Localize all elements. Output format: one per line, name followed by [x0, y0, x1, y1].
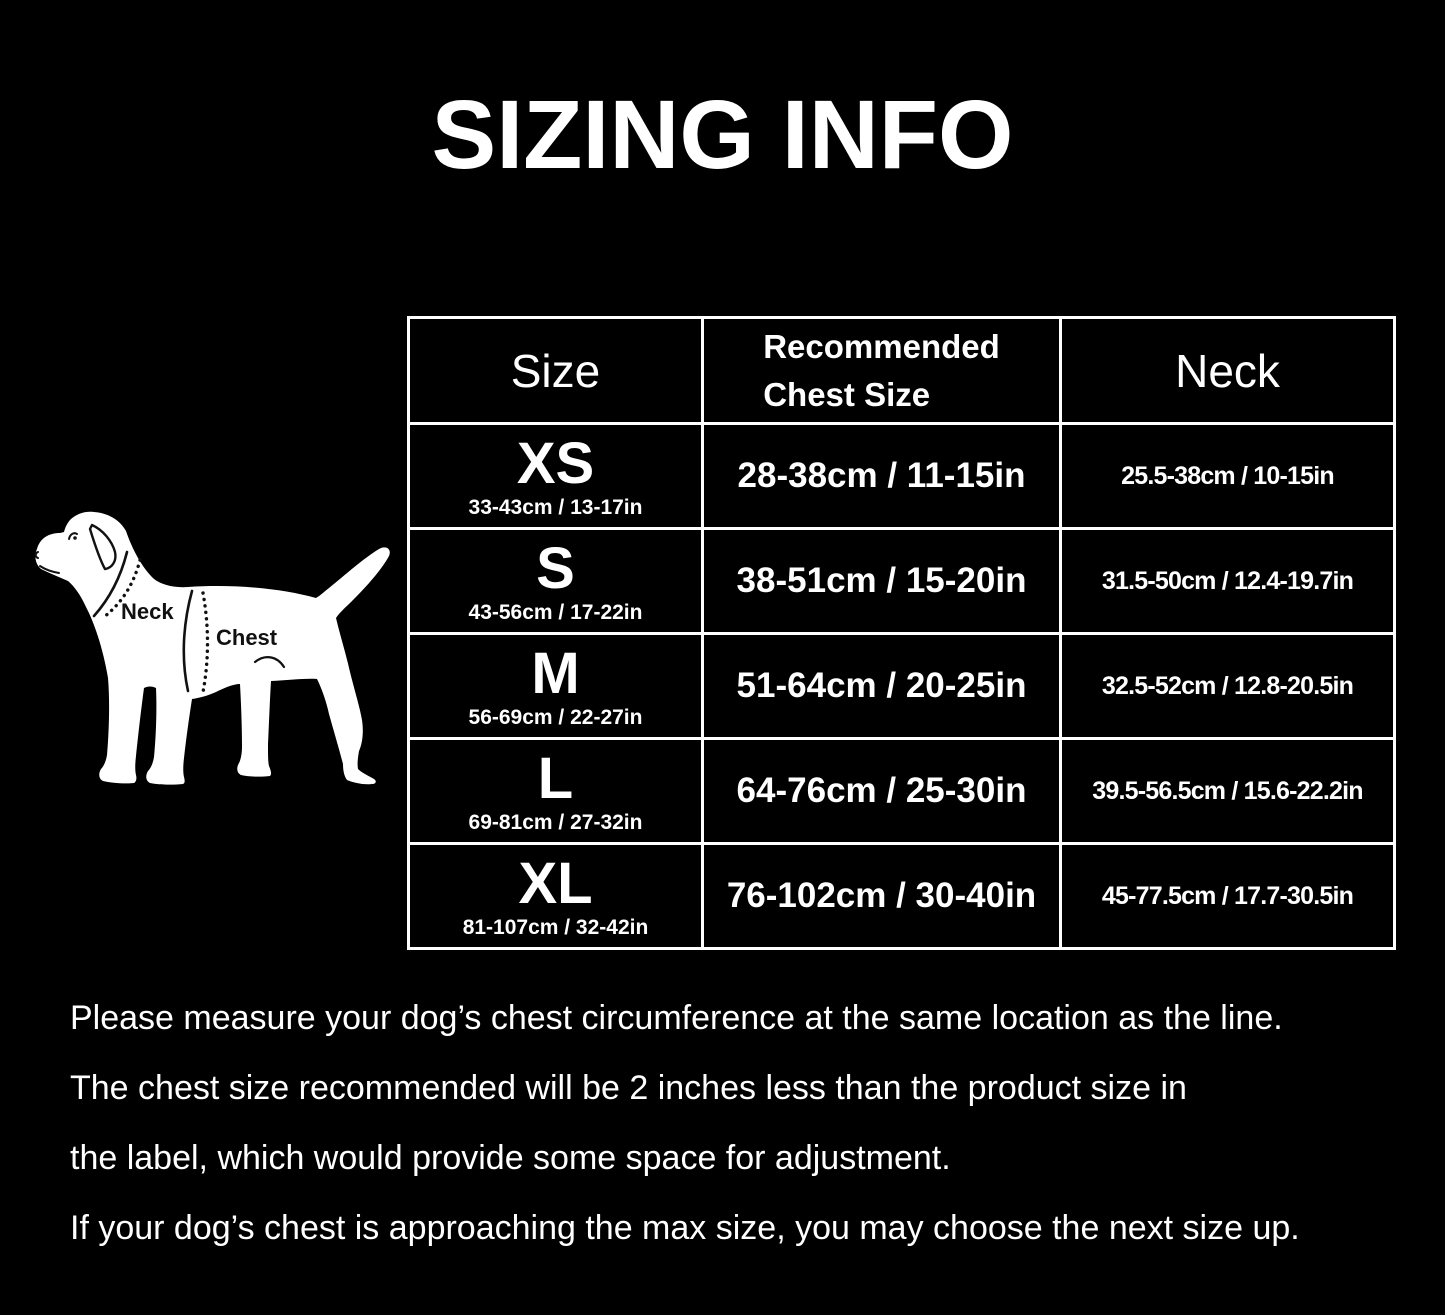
note-line-3: the label, which would provide some spac…	[70, 1139, 951, 1177]
size-sublabel: 33-43cm / 13-17in	[468, 495, 643, 519]
table-row-xs: XS 33-43cm / 13-17in 28-38cm / 11-15in 2…	[407, 422, 1396, 530]
neck-value: 25.5-38cm / 10-15in	[1059, 422, 1396, 530]
chest-value: 51-64cm / 20-25in	[701, 632, 1062, 740]
neck-value: 39.5-56.5cm / 15.6-22.2in	[1059, 737, 1396, 845]
neck-line-dotted	[102, 558, 142, 619]
neck-value: 45-77.5cm / 17.7-30.5in	[1059, 842, 1396, 950]
col-header-chest-line1: Recommended	[763, 327, 1000, 365]
size-cell: S 43-56cm / 17-22in	[407, 527, 704, 635]
size-sublabel: 56-69cm / 22-27in	[468, 705, 643, 729]
neck-value: 31.5-50cm / 12.4-19.7in	[1059, 527, 1396, 635]
size-cell: XL 81-107cm / 32-42in	[407, 842, 704, 950]
col-header-size: Size	[407, 316, 704, 425]
header-row: Size Recommended Chest Size Neck	[407, 316, 1396, 425]
measurement-notes: Please measure your dog’s chest circumfe…	[70, 983, 1415, 1263]
neck-line-solid	[92, 550, 129, 618]
chest-line-solid	[182, 589, 194, 693]
size-label: L	[537, 745, 574, 811]
size-label: XL	[518, 850, 593, 916]
chest-value: 38-51cm / 15-20in	[701, 527, 1062, 635]
size-sublabel: 81-107cm / 32-42in	[462, 915, 649, 939]
col-header-chest-line2: Chest Size	[763, 375, 931, 413]
size-sublabel: 69-81cm / 27-32in	[468, 810, 643, 834]
chest-value: 76-102cm / 30-40in	[701, 842, 1062, 950]
table-row-m: M 56-69cm / 22-27in 51-64cm / 20-25in 32…	[407, 632, 1396, 740]
col-header-chest: Recommended Chest Size	[701, 316, 1062, 425]
table-row-l: L 69-81cm / 27-32in 64-76cm / 25-30in 39…	[407, 737, 1396, 845]
chest-value: 28-38cm / 11-15in	[701, 422, 1062, 530]
col-header-neck: Neck	[1059, 316, 1396, 425]
eye-dot	[73, 536, 77, 540]
table-row-s: S 43-56cm / 17-22in 38-51cm / 15-20in 31…	[407, 527, 1396, 635]
chest-value: 64-76cm / 25-30in	[701, 737, 1062, 845]
eye-line	[68, 532, 78, 540]
size-label: M	[531, 640, 580, 706]
size-cell: M 56-69cm / 22-27in	[407, 632, 704, 740]
neck-label: Neck	[121, 599, 174, 624]
size-cell: XS 33-43cm / 13-17in	[407, 422, 704, 530]
size-cell: L 69-81cm / 27-32in	[407, 737, 704, 845]
note-line-1: Please measure your dog’s chest circumfe…	[70, 999, 1283, 1037]
page-title: SIZING INFO	[431, 80, 1014, 189]
neck-value: 32.5-52cm / 12.8-20.5in	[1059, 632, 1396, 740]
size-label: S	[536, 535, 575, 601]
table-row-xl: XL 81-107cm / 32-42in 76-102cm / 30-40in…	[407, 842, 1396, 950]
chest-label: Chest	[216, 625, 278, 650]
note-line-2: The chest size recommended will be 2 inc…	[70, 1069, 1187, 1107]
dog-measurement-diagram: Neck Chest	[28, 492, 404, 812]
dog-silhouette	[35, 511, 390, 785]
mouth-line	[39, 565, 60, 574]
nose-line	[34, 551, 39, 559]
note-line-4: If your dog’s chest is approaching the m…	[70, 1209, 1300, 1247]
size-sublabel: 43-56cm / 17-22in	[468, 600, 643, 624]
ear-line	[88, 523, 117, 571]
sizing-table: Size Recommended Chest Size Neck XS 33-4…	[407, 316, 1396, 950]
size-label: XS	[516, 430, 595, 496]
flank-line	[253, 656, 286, 669]
